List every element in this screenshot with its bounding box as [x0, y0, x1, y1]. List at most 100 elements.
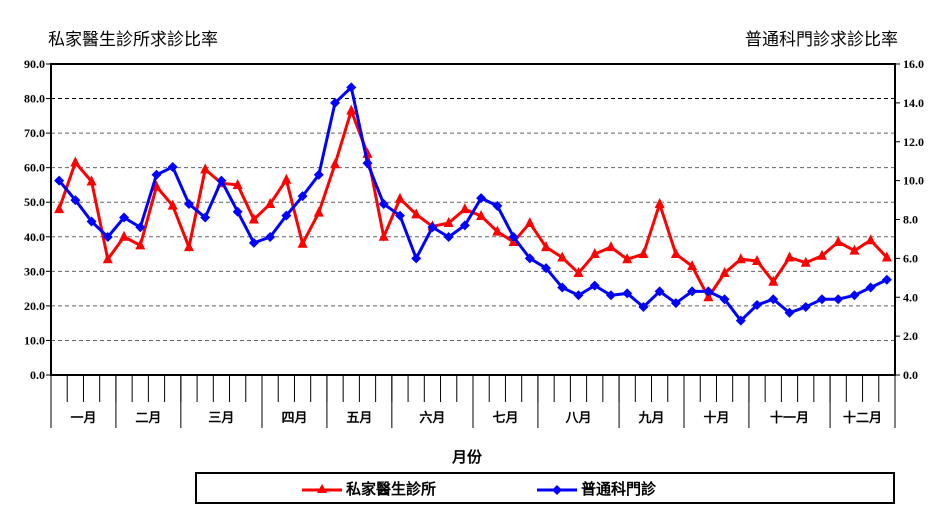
- data-point-public: [135, 222, 146, 233]
- data-point-public: [102, 231, 113, 242]
- data-point-public: [86, 216, 97, 227]
- data-point-private: [232, 178, 243, 189]
- data-point-private: [654, 197, 665, 208]
- month-label: 一月: [70, 410, 96, 425]
- data-point-private: [313, 206, 324, 217]
- data-point-private: [687, 260, 698, 271]
- left-tick-label: 60.0: [24, 161, 45, 175]
- data-point-private: [865, 234, 876, 245]
- left-tick-label: 20.0: [24, 299, 45, 313]
- data-point-public: [200, 212, 211, 223]
- month-label: 五月: [346, 410, 372, 425]
- data-point-public: [768, 294, 779, 305]
- data-point-public: [719, 294, 730, 305]
- data-point-public: [167, 162, 178, 173]
- left-tick-label: 70.0: [24, 126, 45, 140]
- data-point-private: [833, 235, 844, 246]
- legend-label-public: 普通科門診: [581, 480, 657, 498]
- data-point-private: [297, 237, 308, 248]
- data-point-private: [86, 175, 97, 186]
- data-point-public: [54, 175, 65, 186]
- data-point-private: [735, 253, 746, 264]
- data-point-private: [638, 248, 649, 259]
- data-point-public: [330, 97, 341, 108]
- data-point-public: [670, 298, 681, 309]
- data-point-public: [151, 169, 162, 180]
- right-tick-label: 6.0: [903, 251, 918, 265]
- data-point-private: [573, 267, 584, 278]
- data-point-public: [411, 253, 422, 264]
- data-point-private: [346, 104, 357, 115]
- data-point-public: [248, 237, 259, 248]
- data-point-public: [232, 206, 243, 217]
- left-axis-title: 私家醫生診所求診比率: [48, 30, 218, 50]
- data-point-private: [378, 230, 389, 241]
- data-point-private: [605, 241, 616, 252]
- data-point-public: [541, 263, 552, 274]
- data-point-public: [654, 286, 665, 297]
- data-point-private: [281, 173, 292, 184]
- data-point-private: [135, 239, 146, 250]
- data-point-private: [200, 163, 211, 174]
- data-point-public: [508, 231, 519, 242]
- data-point-public: [476, 193, 487, 204]
- left-tick-label: 40.0: [24, 230, 45, 244]
- data-point-public: [524, 253, 535, 264]
- data-point-private: [557, 251, 568, 262]
- data-point-public: [800, 301, 811, 312]
- series-line-1: [57, 105, 888, 301]
- data-point-public: [183, 198, 194, 209]
- data-point-private: [459, 203, 470, 214]
- data-point-public: [687, 286, 698, 297]
- data-point-private: [719, 267, 730, 278]
- data-point-public: [735, 315, 746, 326]
- left-tick-label: 30.0: [24, 264, 45, 278]
- month-label: 六月: [419, 410, 445, 425]
- data-point-public: [865, 282, 876, 293]
- red-triangle-line-icon: [302, 483, 342, 493]
- data-point-private: [849, 244, 860, 255]
- data-point-public: [362, 158, 373, 169]
- month-label: 八月: [564, 410, 591, 425]
- month-label: 三月: [208, 410, 234, 425]
- data-point-public: [589, 280, 600, 291]
- right-axis-title: 普通科門診求診比率: [745, 30, 898, 50]
- right-tick-label: 4.0: [903, 290, 918, 304]
- left-tick-label: 90.0: [24, 57, 45, 71]
- data-point-public: [816, 294, 827, 305]
- data-point-public: [427, 222, 438, 233]
- data-point-private: [800, 256, 811, 267]
- month-label: 十二月: [843, 410, 882, 425]
- legend-label-private: 私家醫生診所: [346, 480, 437, 498]
- right-tick-label: 0.0: [903, 368, 918, 382]
- right-tick-label: 10.0: [903, 174, 924, 188]
- right-tick-label: 16.0: [903, 57, 924, 71]
- data-point-private: [183, 241, 194, 252]
- legend: 私家醫生診所 普通科門診: [195, 472, 895, 504]
- data-point-public: [703, 286, 714, 297]
- data-point-public: [605, 290, 616, 301]
- right-tick-label: 12.0: [903, 135, 924, 149]
- month-label: 二月: [135, 410, 161, 425]
- data-point-public: [394, 210, 405, 221]
- data-point-private: [492, 225, 503, 236]
- data-point-public: [70, 195, 81, 206]
- month-label: 七月: [492, 410, 518, 425]
- series-line-2: [57, 84, 888, 323]
- data-point-public: [443, 231, 454, 242]
- data-point-private: [752, 254, 763, 265]
- data-point-public: [833, 294, 844, 305]
- data-point-public: [622, 288, 633, 299]
- data-point-public: [346, 82, 357, 93]
- month-label: 九月: [638, 410, 665, 425]
- data-point-private: [54, 203, 65, 214]
- data-point-private: [476, 210, 487, 221]
- month-label: 十一月: [770, 410, 809, 425]
- left-tick-label: 80.0: [24, 92, 45, 106]
- x-axis-title: 月份: [451, 448, 483, 466]
- right-tick-label: 8.0: [903, 213, 918, 227]
- data-point-private: [768, 275, 779, 286]
- data-point-public: [216, 175, 227, 186]
- month-label: 四月: [281, 410, 307, 425]
